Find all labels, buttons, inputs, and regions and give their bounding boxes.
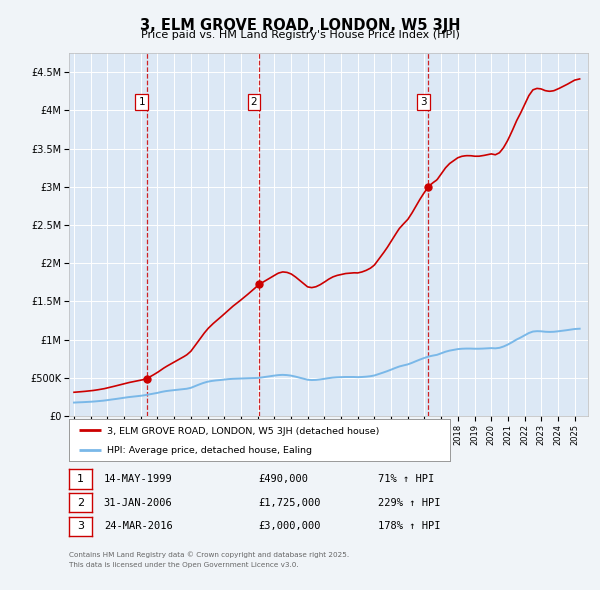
Text: 31-JAN-2006: 31-JAN-2006 [104, 498, 173, 507]
Text: 71% ↑ HPI: 71% ↑ HPI [378, 474, 434, 484]
Text: 1: 1 [139, 97, 145, 107]
Text: £1,725,000: £1,725,000 [258, 498, 320, 507]
Text: 2: 2 [77, 498, 84, 507]
Text: Contains HM Land Registry data © Crown copyright and database right 2025.: Contains HM Land Registry data © Crown c… [69, 551, 349, 558]
Text: 3: 3 [420, 97, 427, 107]
Text: 3, ELM GROVE ROAD, LONDON, W5 3JH (detached house): 3, ELM GROVE ROAD, LONDON, W5 3JH (detac… [107, 427, 379, 436]
Text: £490,000: £490,000 [258, 474, 308, 484]
Text: 24-MAR-2016: 24-MAR-2016 [104, 522, 173, 531]
Text: 14-MAY-1999: 14-MAY-1999 [104, 474, 173, 484]
Text: £3,000,000: £3,000,000 [258, 522, 320, 531]
Text: This data is licensed under the Open Government Licence v3.0.: This data is licensed under the Open Gov… [69, 562, 299, 568]
Text: 178% ↑ HPI: 178% ↑ HPI [378, 522, 440, 531]
Text: Price paid vs. HM Land Registry's House Price Index (HPI): Price paid vs. HM Land Registry's House … [140, 30, 460, 40]
Text: HPI: Average price, detached house, Ealing: HPI: Average price, detached house, Eali… [107, 446, 312, 455]
Text: 3, ELM GROVE ROAD, LONDON, W5 3JH: 3, ELM GROVE ROAD, LONDON, W5 3JH [140, 18, 460, 32]
Text: 229% ↑ HPI: 229% ↑ HPI [378, 498, 440, 507]
Text: 1: 1 [77, 474, 84, 484]
Text: 2: 2 [251, 97, 257, 107]
Text: 3: 3 [77, 522, 84, 531]
